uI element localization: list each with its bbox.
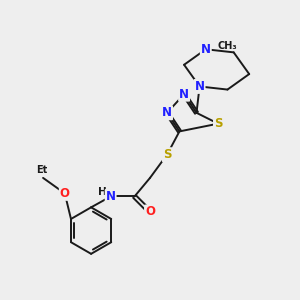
Text: O: O [145,206,155,218]
Text: Et: Et [36,165,47,176]
Text: S: S [214,117,222,130]
Text: N: N [201,43,211,56]
Text: S: S [163,148,171,161]
Text: N: N [195,80,205,93]
Text: N: N [162,106,172,119]
Text: N: N [179,88,189,101]
Text: O: O [60,187,70,200]
Text: CH₃: CH₃ [218,41,237,51]
Text: H: H [98,187,107,197]
Text: N: N [106,190,116,203]
